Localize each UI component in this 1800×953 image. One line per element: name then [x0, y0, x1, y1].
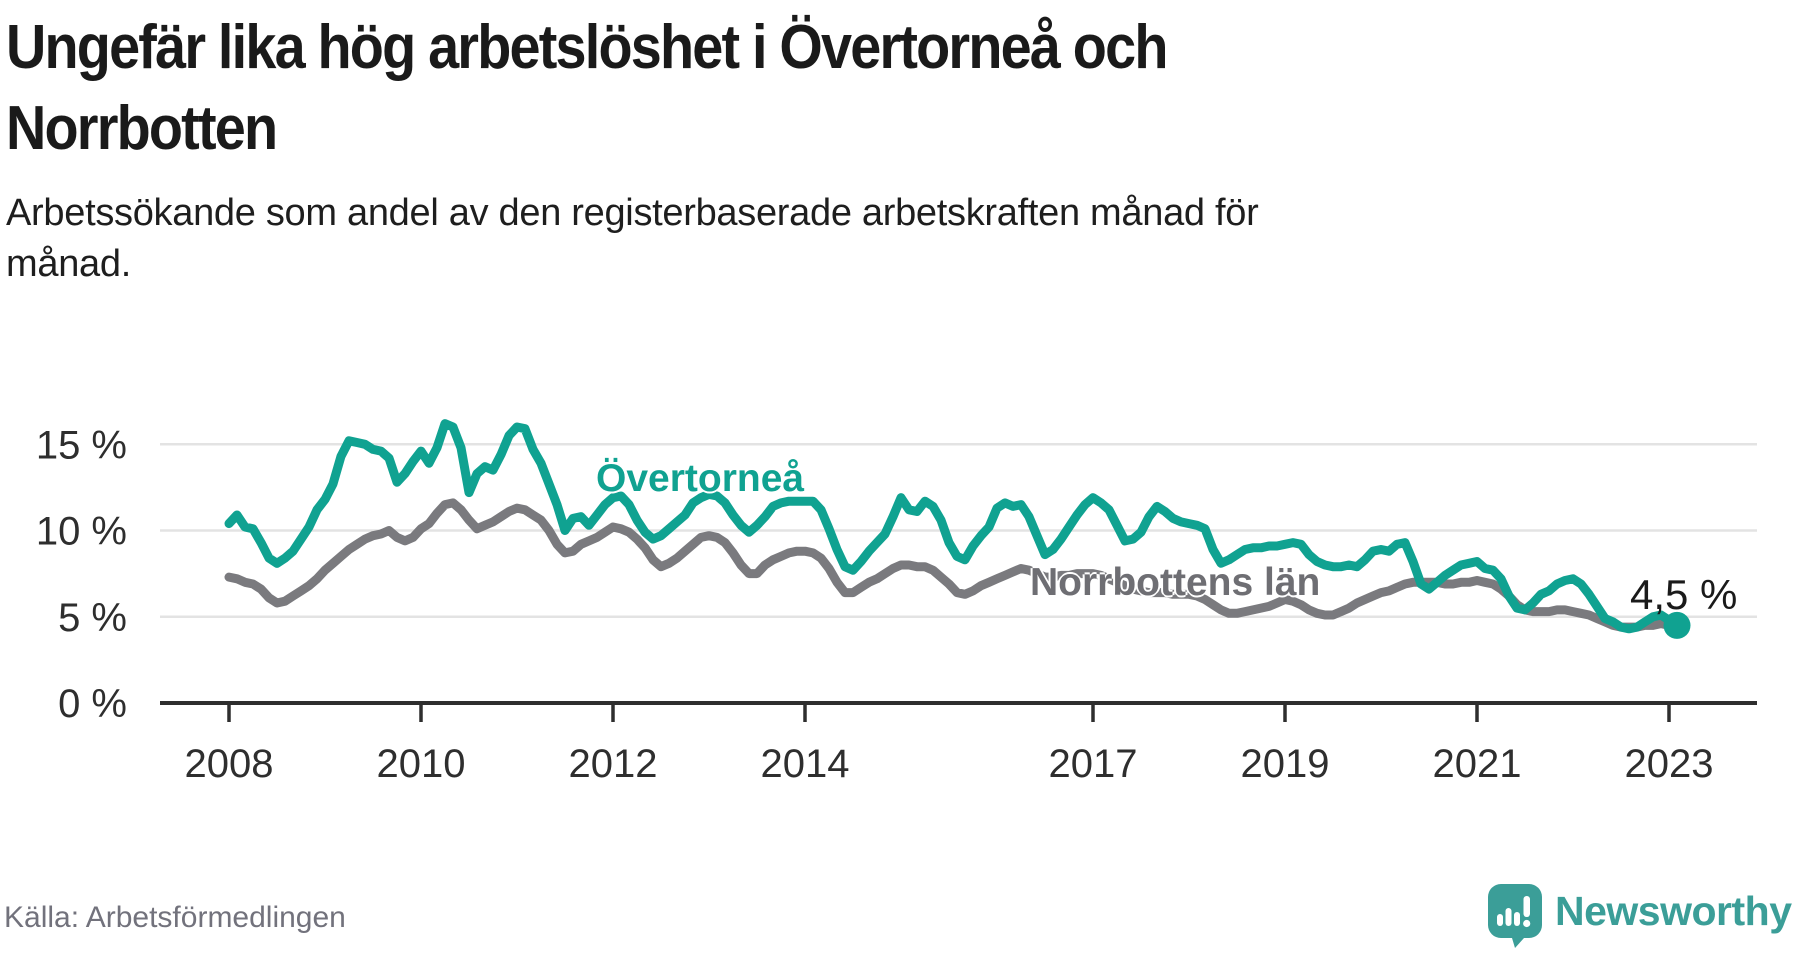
series-line--vertorne- — [224, 419, 1682, 634]
source-note: Källa: Arbetsförmedlingen — [4, 901, 346, 934]
x-tick-label: 2019 — [1241, 742, 1330, 786]
end-value-annotation: 4,5 % — [1630, 571, 1738, 618]
end-point-dot — [1663, 611, 1691, 639]
y-tick-label: 5 % — [58, 596, 127, 640]
x-tick-label: 2017 — [1049, 742, 1138, 786]
page-title: Ungefär lika hög arbetslöshet i Övertorn… — [6, 13, 1168, 163]
y-tick-label: 10 % — [36, 510, 127, 554]
newsworthy-logo: Newsworthy — [1488, 884, 1792, 948]
newsworthy-icon — [1488, 884, 1542, 948]
x-tick-label: 2010 — [377, 742, 466, 786]
y-tick-label: 15 % — [36, 423, 127, 467]
x-tick-label: 2008 — [185, 742, 274, 786]
newsworthy-wordmark: Newsworthy — [1555, 887, 1792, 934]
x-tick-label: 2012 — [569, 742, 658, 786]
series-label-overtornea: Övertorneå — [596, 457, 805, 500]
x-tick-label: 2021 — [1433, 742, 1522, 786]
series-label-norrbotten: Norrbottens län — [1030, 561, 1321, 604]
x-tick-label: 2023 — [1625, 742, 1714, 786]
x-tick-label: 2014 — [761, 742, 850, 786]
page-subtitle: Arbetssökande som andel av den registerb… — [6, 192, 1259, 285]
y-tick-label: 0 % — [58, 682, 127, 726]
